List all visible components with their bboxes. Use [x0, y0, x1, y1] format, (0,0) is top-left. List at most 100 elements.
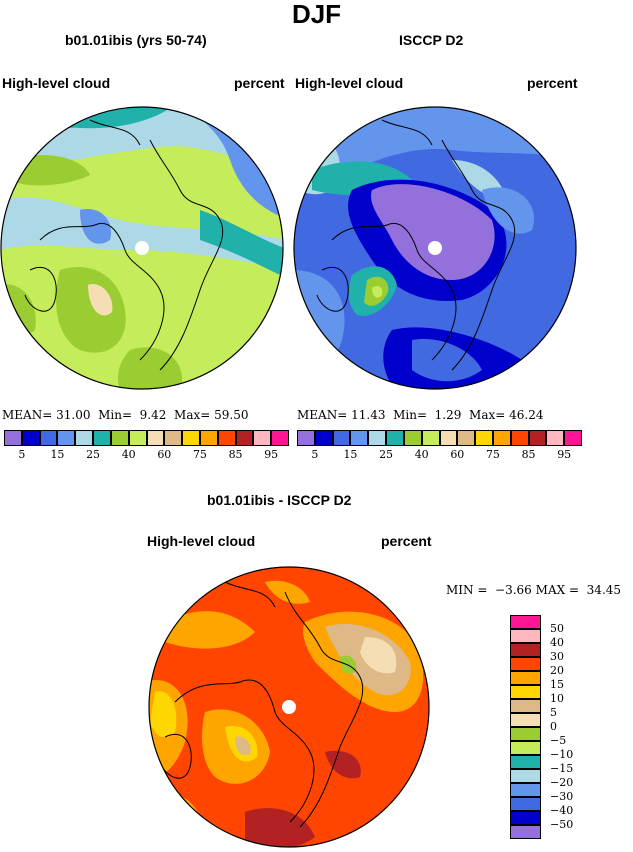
colorbar-swatch [386, 430, 404, 446]
colorbar-swatch [217, 430, 236, 446]
diff-colorbar-tick-label: 30 [550, 650, 564, 663]
diff-colorbar-tick-label: 5 [550, 706, 557, 719]
colorbar-tick-label: 95 [557, 448, 572, 461]
colorbar-tick-label: 85 [521, 448, 536, 461]
diff-colorbar-swatch [510, 671, 541, 685]
left-max-label: Max= [174, 408, 211, 422]
colorbar-swatch [332, 430, 351, 446]
diff-colorbar-tick-label: 50 [550, 622, 564, 635]
diff-colorbar-swatch [510, 643, 541, 657]
colorbar-swatch [271, 430, 289, 446]
left-pole-marker [135, 241, 149, 255]
colorbar-tick-label: 40 [121, 448, 136, 461]
colorbar-swatch [564, 430, 582, 446]
colorbar-swatch [297, 430, 315, 446]
diff-colorbar-tick-label: 10 [550, 692, 564, 705]
left-mean-value: 31.00 [56, 408, 91, 422]
colorbar-swatch [4, 430, 22, 446]
left-colorbar-labels: 5 15 25 40 60 75 85 95 [4, 448, 289, 462]
colorbar-tick-label: 95 [264, 448, 279, 461]
right-min-label: Min= [393, 408, 428, 422]
colorbar-tick-label: 15 [50, 448, 65, 461]
colorbar-tick-label: 25 [379, 448, 394, 461]
diff-colorbar-tick-label: −50 [550, 818, 574, 831]
colorbar-swatch [457, 430, 476, 446]
right-max-label: Max= [469, 408, 506, 422]
diff-colorbar-tick-label: −5 [550, 734, 567, 747]
diff-units-label: percent [381, 533, 432, 549]
colorbar-swatch [199, 430, 218, 446]
right-pole-marker [428, 241, 442, 255]
diff-colorbar-tick-label: 15 [550, 678, 564, 691]
colorbar-swatch [39, 430, 58, 446]
diff-colorbar-swatch [510, 769, 541, 783]
diff-colorbar-swatch [510, 629, 541, 643]
right-units-label: percent [527, 75, 578, 91]
left-min-value: 9.42 [139, 408, 167, 422]
colorbar-swatch [350, 430, 369, 446]
colorbar-swatch [128, 430, 147, 446]
colorbar-swatch [492, 430, 511, 446]
diff-max-label: MAX = [535, 583, 580, 597]
colorbar-swatch [164, 430, 183, 446]
diff-colorbar-swatch [510, 615, 541, 629]
colorbar-tick-label: 15 [343, 448, 358, 461]
left-case-title: b01.01ibis (yrs 50-74) [65, 32, 207, 48]
left-units-label: percent [234, 75, 285, 91]
diff-colorbar-swatch [510, 685, 541, 699]
figure-title: DJF [291, 0, 342, 29]
diff-stats: MIN = −3.66 MAX = 34.45 [446, 583, 621, 597]
colorbar-swatch [146, 430, 165, 446]
diff-min-value: −3.66 [495, 583, 532, 597]
diff-colorbar-swatch [510, 811, 541, 825]
diff-colorbar-tick-label: −20 [550, 776, 574, 789]
diff-variable-label: High-level cloud [147, 533, 256, 549]
left-colorbar [4, 430, 289, 446]
diff-colorbar-swatch [510, 755, 541, 769]
left-polar-map [0, 106, 284, 390]
left-stats: MEAN= 31.00 Min= 9.42 Max= 59.50 [2, 408, 248, 422]
right-polar-map [293, 106, 577, 390]
diff-colorbar-swatch [510, 825, 541, 839]
right-mean-label: MEAN= [297, 408, 348, 422]
colorbar-tick-label: 25 [86, 448, 101, 461]
left-min-label: Min= [98, 408, 133, 422]
colorbar-swatch [510, 430, 529, 446]
right-stats: MEAN= 11.43 Min= 1.29 Max= 46.24 [297, 408, 543, 422]
left-variable-label: High-level cloud [2, 75, 111, 91]
diff-colorbar-tick-label: 0 [550, 720, 557, 733]
colorbar-tick-label: 75 [485, 448, 500, 461]
right-colorbar [297, 430, 582, 446]
diff-colorbar-tick-label: −15 [550, 762, 574, 775]
colorbar-swatch [546, 430, 565, 446]
right-case-title: ISCCP D2 [399, 32, 464, 48]
diff-min-label: MIN = [446, 583, 488, 597]
diff-colorbar [510, 615, 541, 839]
colorbar-tick-label: 60 [157, 448, 172, 461]
diff-colorbar-swatch [510, 699, 541, 713]
colorbar-swatch [75, 430, 94, 446]
colorbar-swatch [21, 430, 40, 446]
colorbar-swatch [93, 430, 111, 446]
colorbar-tick-label: 5 [18, 448, 26, 461]
diff-colorbar-tick-label: −40 [550, 804, 574, 817]
colorbar-swatch [182, 430, 200, 446]
colorbar-swatch [421, 430, 440, 446]
diff-colorbar-swatch [510, 797, 541, 811]
colorbar-swatch [314, 430, 333, 446]
colorbar-tick-label: 40 [414, 448, 429, 461]
diff-colorbar-swatch [510, 713, 541, 727]
diff-colorbar-tick-label: 20 [550, 664, 564, 677]
colorbar-swatch [110, 430, 129, 446]
diff-title: b01.01ibis - ISCCP D2 [207, 492, 352, 508]
colorbar-swatch [253, 430, 272, 446]
right-mean-value: 11.43 [351, 408, 386, 422]
diff-colorbar-swatch [510, 657, 541, 671]
colorbar-tick-label: 60 [450, 448, 465, 461]
left-mean-label: MEAN= [2, 408, 53, 422]
diff-colorbar-swatch [510, 727, 541, 741]
right-min-value: 1.29 [434, 408, 462, 422]
right-colorbar-labels: 5 15 25 40 60 75 85 95 [297, 448, 582, 462]
diff-colorbar-labels: 50 40 30 20 15 10 5 0 −5 −10 −15 −20 −30 −40 −50 [550, 615, 590, 839]
colorbar-swatch [403, 430, 422, 446]
